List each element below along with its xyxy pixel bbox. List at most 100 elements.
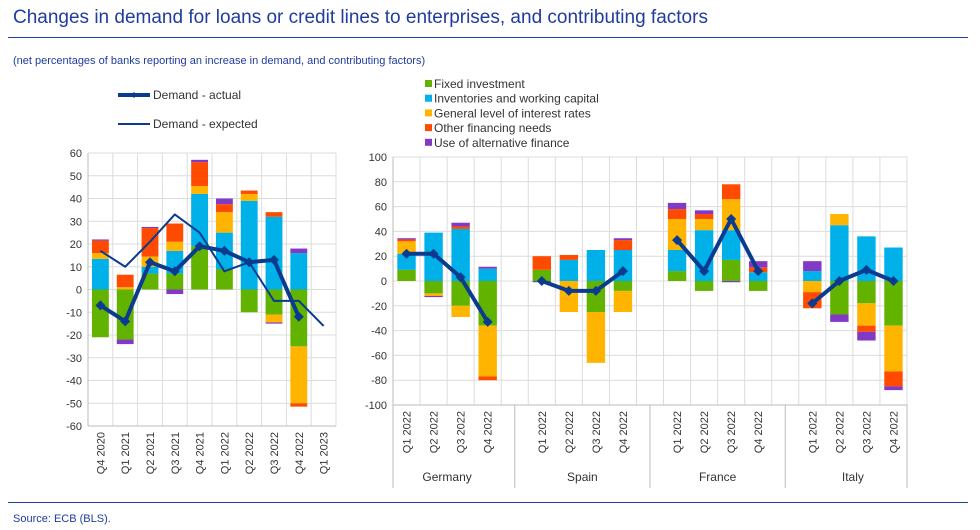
data-point-marker <box>145 257 155 268</box>
y-tick-label: 40 <box>70 194 82 206</box>
bar-segment-1 <box>721 259 741 281</box>
data-point-marker <box>169 266 180 277</box>
y-tick-label: 0 <box>76 285 82 297</box>
series-line-demand-actual-spain <box>541 269 625 293</box>
legend-swatch-factor-5 <box>425 138 432 146</box>
bar-segment-1 <box>532 269 551 281</box>
y-tick-label: 60 <box>70 148 82 160</box>
legend-label-factor-1: Fixed investment <box>434 77 525 91</box>
series-line-demand-expected <box>99 213 325 327</box>
data-point-marker <box>888 276 899 286</box>
x-tick-label: Q2 2022 <box>564 411 576 453</box>
bar-segment-2 <box>667 250 687 272</box>
bar-segment-3 <box>478 325 497 377</box>
bar-segment-3 <box>667 219 687 250</box>
y-tick-label: -60 <box>371 350 387 362</box>
y-tick-label: 30 <box>70 216 82 228</box>
x-tick-label: Q4 2020 <box>95 432 107 474</box>
x-tick-label: Q1 2022 <box>807 411 819 453</box>
data-point-marker <box>807 298 818 309</box>
y-tick-label: 20 <box>375 251 387 263</box>
x-tick-label: Q1 2022 <box>219 432 231 474</box>
data-point-marker <box>861 264 872 275</box>
x-tick-label: Q4 2021 <box>195 432 207 474</box>
bar-segment-1 <box>141 273 159 290</box>
group-label: France <box>699 470 737 484</box>
bar-segment-5 <box>721 281 741 283</box>
bar-segment-2 <box>884 247 903 281</box>
y-tick-label: 0 <box>381 276 387 288</box>
y-tick-label: -50 <box>66 398 82 410</box>
legend-label-factor-4: Other financing needs <box>434 121 551 135</box>
bar-segment-1 <box>116 289 134 340</box>
bar-segment-2 <box>91 258 109 290</box>
data-point-marker <box>617 266 628 277</box>
bar-segment-5 <box>613 238 633 241</box>
y-tick-label: 20 <box>70 239 82 251</box>
group-label: Germany <box>422 470 471 484</box>
x-tick-label: Q2 2022 <box>244 432 256 474</box>
bar-segment-5 <box>191 159 209 163</box>
bar-segment-4 <box>721 184 741 200</box>
y-tick-label: -40 <box>66 376 82 388</box>
bar-segment-4 <box>857 325 876 332</box>
data-point-marker <box>672 235 683 246</box>
subtitle: (net percentages of banks reporting an i… <box>13 55 426 67</box>
series-line-demand-actual-italy <box>811 267 895 305</box>
bar-segment-3 <box>451 305 470 317</box>
group-label: Spain <box>567 470 598 484</box>
x-tick-label: Q3 2021 <box>170 432 182 474</box>
bar-segment-5 <box>478 266 497 269</box>
bar-segment-3 <box>191 185 209 194</box>
bar-segment-1 <box>613 281 633 291</box>
x-tick-label: Q3 2022 <box>591 411 603 453</box>
legend-swatch-factor-4 <box>425 124 432 132</box>
bar-segment-3 <box>559 281 579 312</box>
x-tick-label: Q1 2022 <box>402 411 414 453</box>
title-divider <box>8 37 968 38</box>
data-point-marker <box>293 311 304 322</box>
bar-segment-5 <box>91 239 109 241</box>
bar-segment-4 <box>265 212 283 217</box>
data-point-marker <box>834 276 845 286</box>
bar-segment-5 <box>424 295 443 298</box>
x-tick-label: Q2 2022 <box>699 411 711 453</box>
bar-segment-1 <box>240 289 258 313</box>
legend-swatch-factor-2 <box>425 94 432 102</box>
bar-segment-3 <box>91 253 109 259</box>
bar-segment-4 <box>91 240 109 254</box>
bar-segment-5 <box>166 289 184 295</box>
bar-segment-1 <box>191 246 209 290</box>
x-tick-label: Q1 2022 <box>537 411 549 453</box>
y-tick-label: -20 <box>371 301 387 313</box>
bar-segment-4 <box>290 403 308 407</box>
bar-segment-1 <box>166 273 184 290</box>
legend-label-expected: Demand - expected <box>153 117 258 131</box>
bar-segment-4 <box>191 162 209 186</box>
bar-segment-2 <box>397 253 416 270</box>
x-tick-label: Q4 2022 <box>294 432 306 474</box>
data-point-marker <box>244 257 255 268</box>
bar-segment-2 <box>265 216 283 290</box>
bar-segment-5 <box>451 222 470 227</box>
bar-segment-4 <box>116 274 134 288</box>
bar-segment-2 <box>191 193 209 247</box>
x-tick-label: Q1 2023 <box>319 432 331 474</box>
bar-segment-4 <box>559 254 579 260</box>
x-tick-label: Q1 2022 <box>672 411 684 453</box>
bar-segment-5 <box>803 261 822 272</box>
data-point-marker <box>590 285 601 296</box>
bar-segment-3 <box>857 303 876 326</box>
bar-segment-4 <box>451 226 470 229</box>
bar-segment-3 <box>424 293 443 296</box>
bar-segment-5 <box>830 314 849 322</box>
bar-segment-3 <box>397 241 416 254</box>
bar-segment-1 <box>884 281 903 326</box>
y-tick-label: -40 <box>371 326 387 338</box>
data-point-marker <box>194 241 205 252</box>
bar-segment-1 <box>424 281 443 294</box>
y-tick-label: 80 <box>375 177 387 189</box>
x-tick-label: Q3 2022 <box>726 411 738 453</box>
bar-segment-3 <box>884 325 903 372</box>
bar-segment-2 <box>141 266 159 274</box>
